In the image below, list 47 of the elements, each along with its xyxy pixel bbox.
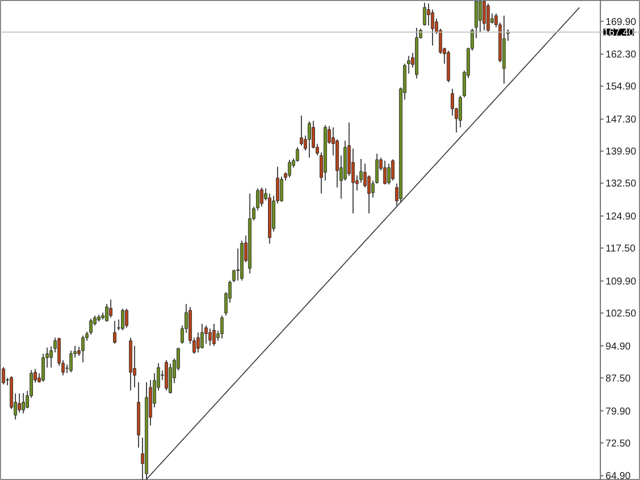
y-tick-label: 169.90 xyxy=(606,16,637,28)
candlestick xyxy=(351,148,355,214)
candlestick xyxy=(430,9,434,46)
candlestick xyxy=(208,328,212,346)
y-tick-label: 87.50 xyxy=(606,373,632,384)
y-tick-label: 117.50 xyxy=(606,244,636,255)
line-series xyxy=(146,6,580,480)
candlestick xyxy=(204,325,208,344)
candlestick xyxy=(367,174,371,214)
candlestick xyxy=(280,176,284,202)
candlestick xyxy=(212,323,216,346)
y-tick-label: 109.90 xyxy=(606,276,637,288)
candlestick xyxy=(121,308,124,331)
candlestick xyxy=(232,269,236,283)
candlestick xyxy=(308,120,312,158)
y-tick-label: 79.90 xyxy=(606,406,632,418)
candlestick xyxy=(300,115,304,146)
candlestick xyxy=(359,158,363,184)
y-tick-label: 94.90 xyxy=(606,341,632,352)
candlestick xyxy=(478,0,482,34)
candlestick xyxy=(22,392,25,414)
candlestick xyxy=(124,308,128,328)
candlestick xyxy=(450,88,454,116)
candlestick xyxy=(2,366,6,385)
candlestick xyxy=(391,158,394,182)
y-tick-label: 72.50 xyxy=(606,438,632,450)
candlestick xyxy=(113,320,116,344)
candlestick xyxy=(482,0,486,31)
candlestick xyxy=(109,299,112,318)
candlestick xyxy=(220,315,224,340)
y-tick-label: 162.30 xyxy=(606,50,637,61)
candlestick xyxy=(81,335,85,363)
y-tick-label: 124.90 xyxy=(606,212,637,223)
candlestick xyxy=(288,159,292,178)
candlestick xyxy=(105,303,108,322)
candlestick xyxy=(200,323,204,349)
y-tick-label: 102.50 xyxy=(606,308,637,320)
y-tick-label: 147.30 xyxy=(606,114,637,126)
candlestick xyxy=(383,160,386,185)
candlestick xyxy=(18,393,22,414)
y-tick-label: 132.50 xyxy=(606,178,637,190)
candlestick xyxy=(387,163,390,185)
y-tick-label: 139.90 xyxy=(606,146,637,158)
candlestick xyxy=(422,2,426,26)
candlestick xyxy=(260,186,264,208)
candlestick xyxy=(69,350,73,373)
y-tick-label: 154.90 xyxy=(606,82,637,93)
